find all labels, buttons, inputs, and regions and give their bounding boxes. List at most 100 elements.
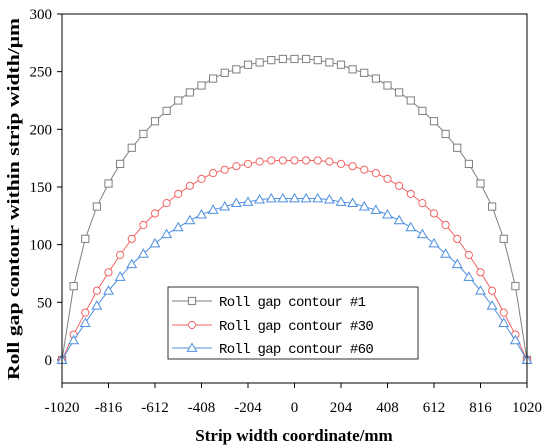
data-point [230,197,242,208]
data-point [475,285,486,295]
data-point [499,308,508,317]
y-tick-label: 0 [45,353,53,369]
data-point [509,334,521,345]
data-point [323,194,335,204]
data-point [150,117,160,126]
data-point [488,202,497,211]
data-point [416,228,428,239]
data-point [278,54,287,64]
data-point [81,308,90,317]
series-3 [56,192,533,364]
data-point [139,129,148,139]
x-tick-label: -612 [141,400,169,416]
data-point [336,60,346,69]
x-tick-label: -1020 [45,400,80,416]
data-point [184,214,196,225]
data-point [464,250,473,260]
x-axis-label: Strip width coordinate/mm [195,426,392,445]
data-point [453,143,462,152]
data-point [463,271,475,281]
data-point [383,81,392,90]
data-point [393,214,405,225]
data-point [395,181,404,190]
data-point [242,196,254,206]
data-point [358,200,370,211]
data-point [243,159,253,169]
data-point [127,234,136,243]
data-point [114,271,126,281]
data-point [196,209,207,219]
data-point [325,157,334,166]
data-point [209,74,218,83]
data-point [116,159,125,169]
data-point [300,192,312,203]
data-point [429,209,439,218]
y-tick-label: 200 [30,122,53,138]
data-point [162,106,171,115]
data-point [149,237,161,248]
x-tick-label: 612 [423,400,446,416]
data-point [348,162,357,171]
data-point [79,317,91,327]
data-point [302,54,311,64]
data-point [267,156,276,165]
data-point [312,192,324,203]
data-point [255,58,264,67]
data-point [441,220,450,230]
series-2 [57,156,532,365]
data-point [453,234,462,243]
data-point [382,209,393,219]
data-point [103,285,114,295]
data-point [161,228,173,239]
legend-box [167,286,419,360]
data-point [185,181,194,190]
x-tick-label: 204 [330,400,353,416]
data-point [69,282,78,291]
legend-marker-triangle [186,342,198,352]
data-point [137,248,149,258]
y-tick-label: 100 [30,238,53,254]
y-axis-label: Roll gap contour within strip width/μm [4,18,23,380]
data-point [185,88,194,97]
data-point [428,237,440,248]
data-point [371,169,380,178]
data-point [220,68,229,77]
data-point [476,179,485,188]
data-point [232,65,241,74]
data-point [360,165,369,174]
data-point [91,300,103,310]
data-point [335,196,347,206]
data-point [172,221,184,232]
data-point [302,156,311,165]
data-point [104,179,113,188]
data-point [476,268,485,277]
series-layer [56,54,533,365]
data-point [243,60,253,69]
legend-label-series-1: Roll gap contour #1 [219,295,366,311]
legend-label-series-30: Roll gap contour #30 [219,319,373,335]
data-point [499,234,508,243]
data-point [290,156,299,165]
x-tick-label: 1020 [512,400,542,416]
data-point [347,197,359,208]
data-point [383,174,392,183]
series-1 [57,54,532,365]
data-point [498,317,510,327]
axes-ticks: -1020 -816 -612 -408 -204 0 204 408 612 816 1020 0 5… [30,7,543,416]
data-point [197,81,206,90]
data-point [429,117,439,126]
data-point [197,174,206,183]
data-point [207,204,219,214]
data-point [511,282,520,291]
data-point [441,129,450,139]
data-point [348,65,357,74]
data-point [371,74,380,83]
legend: Roll gap contour #1 Roll gap contour #30… [167,286,419,360]
data-point [139,220,148,230]
legend-label-series-60: Roll gap contour #60 [219,342,373,358]
y-tick-label: 250 [30,65,53,81]
data-point [219,200,231,211]
y-tick-label: 150 [30,180,53,196]
